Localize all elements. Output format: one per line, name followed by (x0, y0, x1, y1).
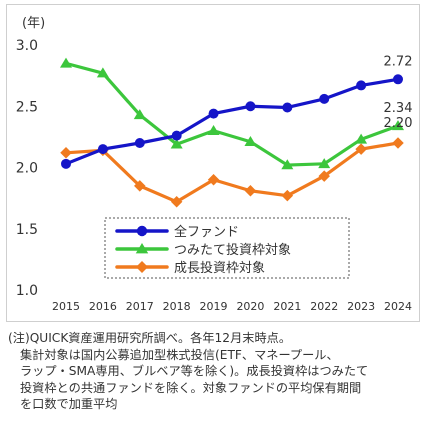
footnote-line: 投資枠との共通ファンドを除く。対象ファンドの平均保有期間 (20, 380, 362, 395)
y-axis-unit-label: (年) (22, 16, 45, 31)
x-tick-label: 2022 (310, 300, 338, 313)
footnote: (注)QUICK資産運用研究所調べ。各年12月末時点。 集計対象は国内公募追加型… (8, 330, 422, 413)
legend-label: 成長投資枠対象 (174, 260, 265, 276)
data-point (97, 144, 108, 155)
data-point (136, 225, 148, 237)
data-point (133, 109, 146, 120)
data-point (282, 102, 293, 113)
data-point (208, 108, 219, 119)
data-point (60, 57, 72, 68)
data-point (134, 138, 145, 148)
data-point (207, 174, 220, 186)
legend-label: つみたて投資枠対象 (174, 242, 291, 258)
end-value-label: 2.34 (384, 101, 413, 116)
x-tick-label: 2018 (163, 300, 191, 313)
y-tick-label: 1.0 (16, 283, 38, 299)
data-point (356, 80, 367, 91)
x-tick-label: 2020 (236, 300, 264, 313)
series-line (64, 77, 400, 166)
data-point (171, 130, 182, 141)
data-point (392, 137, 404, 149)
data-point (355, 133, 368, 144)
y-axis-ticks: 1.0 1.5 2.0 2.5 3.0 (16, 38, 38, 299)
x-tick-label: 2023 (347, 300, 375, 313)
legend-label: 全ファンド (174, 224, 239, 240)
series-layer (60, 57, 404, 208)
y-tick-label: 1.5 (16, 222, 38, 238)
data-point (245, 101, 256, 112)
data-point (355, 143, 367, 155)
series-line (64, 141, 400, 204)
data-point (136, 261, 148, 273)
x-tick-label: 2021 (273, 300, 301, 313)
series-line (64, 61, 400, 167)
data-point (134, 180, 146, 192)
data-point (60, 147, 72, 159)
end-labels: 2.72 2.342.20 (384, 54, 413, 131)
data-point (319, 93, 330, 104)
x-tick-label: 2017 (126, 300, 154, 313)
data-point (281, 159, 294, 170)
data-point (170, 196, 183, 208)
x-tick-label: 2015 (52, 300, 80, 313)
x-axis-ticks: 2015 2016 2017 2018 2019 2020 2021 2022 2023 2024 (52, 300, 412, 313)
end-value-label: 2.72 (384, 54, 413, 69)
y-tick-label: 2.0 (16, 161, 38, 177)
end-value-label: 2.20 (384, 116, 413, 131)
data-point (318, 170, 330, 182)
data-point (135, 243, 149, 254)
footnote-line: を口数で加重平均 (20, 397, 118, 411)
data-point (207, 125, 220, 135)
data-point (392, 120, 404, 131)
y-tick-label: 2.5 (16, 99, 38, 115)
footnote-line: 集計対象は国内公募追加型株式投信(ETF、マネープール、 (20, 347, 339, 362)
data-point (61, 158, 71, 169)
data-point (244, 185, 257, 197)
x-tick-label: 2024 (384, 300, 412, 313)
footnote-line: ラップ・SMA専用、ブルベア等を除く)。成長投資枠はつみたて (20, 364, 369, 378)
x-tick-label: 2016 (89, 300, 117, 313)
line-chart: (年) 1.0 1.5 2.0 2.5 3.0 2015 2016 2017 2018 2019… (16, 16, 413, 313)
data-point (244, 136, 257, 147)
data-point (393, 74, 403, 85)
data-point (96, 67, 109, 78)
y-tick-label: 3.0 (16, 38, 38, 54)
data-point (170, 138, 183, 149)
footnote-line: (注)QUICK資産運用研究所調べ。各年12月末時点。 (8, 331, 292, 345)
x-tick-label: 2019 (200, 300, 228, 313)
data-point (281, 189, 294, 202)
data-point (318, 158, 331, 169)
